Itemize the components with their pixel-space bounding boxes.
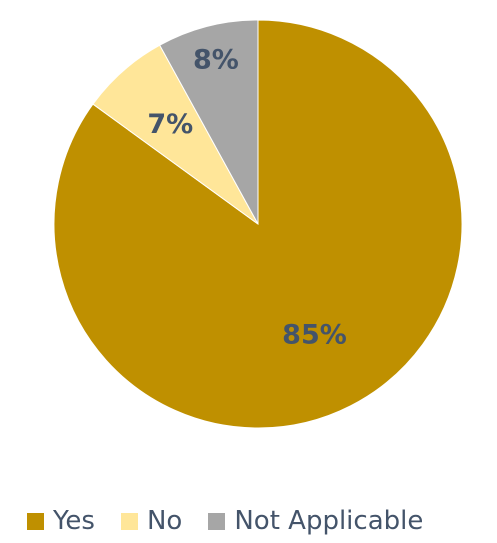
pie-slice-not-applicable xyxy=(159,19,259,225)
legend-swatch-yes xyxy=(27,512,44,530)
legend-item-yes: Yes xyxy=(27,506,95,536)
legend-swatch-not-applicable xyxy=(208,512,226,530)
legend-label-not-applicable: Not Applicable xyxy=(234,506,424,536)
legend-label-yes: Yes xyxy=(53,506,95,536)
legend-swatch-no xyxy=(120,512,138,530)
legend-item-no: No xyxy=(120,506,183,536)
legend-label-no: No xyxy=(146,506,183,536)
data-label-not-applicable: 8% xyxy=(193,44,239,75)
data-label-yes: 85% xyxy=(282,319,347,350)
legend-item-not-applicable: Not Applicable xyxy=(208,506,423,536)
legend: Yes No Not Applicable xyxy=(27,504,449,538)
data-label-no: 7% xyxy=(147,109,193,140)
pie-chart: 85% 7% 8% xyxy=(53,19,463,429)
